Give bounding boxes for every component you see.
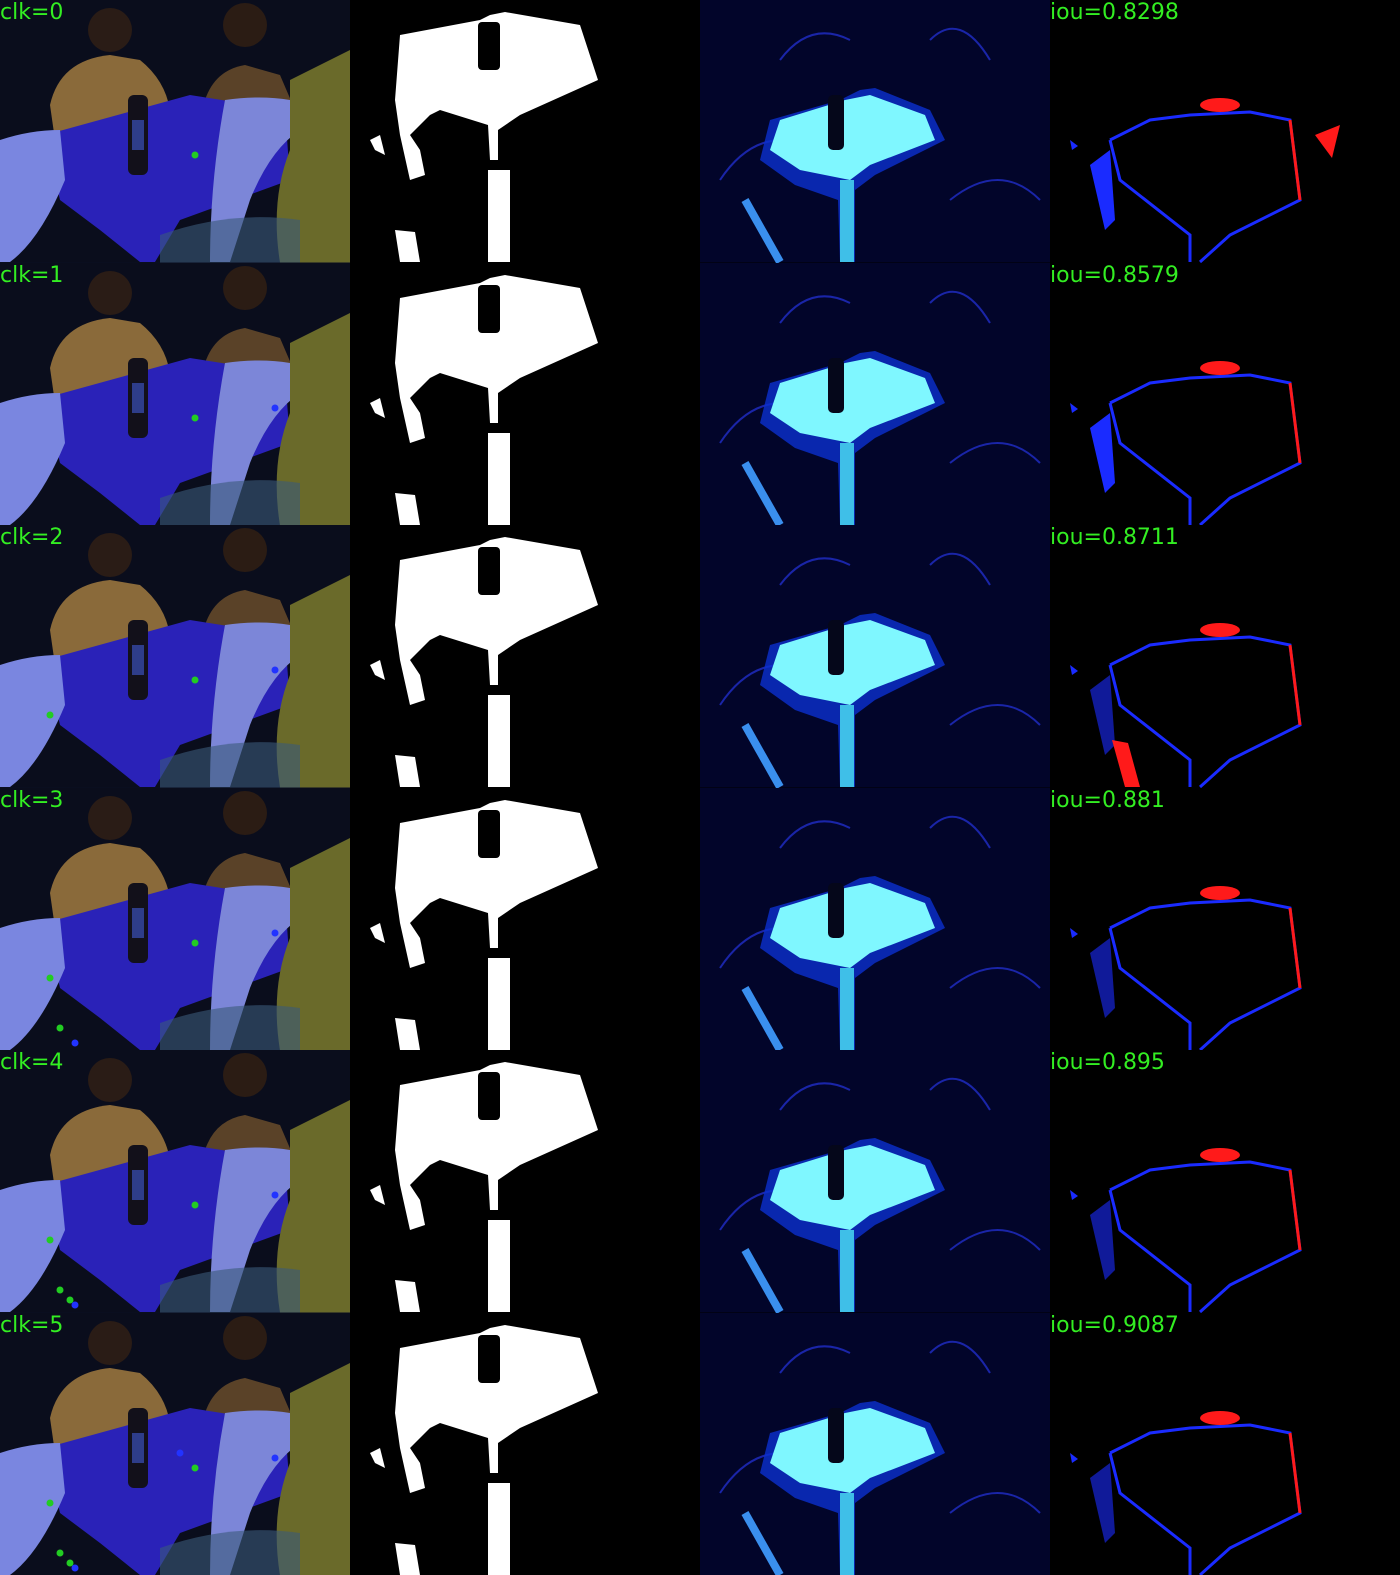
- predicted-mask: [370, 799, 598, 1050]
- predicted-mask: [370, 274, 598, 525]
- click-count-label: clk=4: [0, 1050, 64, 1075]
- input-image-panel: clk=2: [0, 525, 350, 788]
- predicted-mask-panel: [350, 0, 700, 263]
- error-map: [1070, 360, 1302, 525]
- positive-click-point: [191, 414, 199, 421]
- positive-click-point: [191, 1201, 199, 1209]
- predicted-mask-panel: [350, 525, 700, 788]
- iou-label: iou=0.881: [1050, 787, 1165, 813]
- error-map: [1070, 885, 1302, 1050]
- input-image-panel: clk=1: [0, 262, 350, 525]
- positive-click-point: [66, 1559, 74, 1566]
- positive-click-point: [46, 1236, 54, 1244]
- input-image-panel: clk=5: [0, 1312, 350, 1575]
- positive-click-point: [46, 1499, 54, 1506]
- predicted-mask-panel: [350, 1050, 700, 1313]
- result-row: clk=0 iou=0.8298: [0, 0, 1400, 263]
- result-row: clk=1 iou=0.8579: [0, 262, 1400, 525]
- negative-click-point: [176, 1449, 184, 1456]
- negative-click-point: [271, 929, 279, 936]
- predicted-mask: [370, 537, 598, 787]
- positive-click-point: [46, 711, 54, 719]
- predicted-mask: [370, 1324, 598, 1575]
- click-count-label: clk=1: [0, 262, 64, 288]
- error-map-panel: iou=0.9087: [1050, 1312, 1400, 1575]
- result-row: clk=4 iou=0.895: [0, 1050, 1400, 1313]
- positive-click-point: [191, 676, 199, 684]
- scene-image: [0, 0, 350, 263]
- probability-map-panel: [700, 262, 1050, 525]
- positive-click-point: [191, 939, 199, 946]
- positive-click-point: [56, 1549, 64, 1556]
- error-map-panel: iou=0.8711: [1050, 525, 1400, 788]
- iou-label: iou=0.895: [1050, 1050, 1165, 1075]
- error-map: [1070, 98, 1340, 263]
- probability-map: [700, 1312, 1050, 1575]
- result-row: clk=2 iou=0.8711: [0, 525, 1400, 788]
- error-map: [1070, 623, 1302, 788]
- predicted-mask-panel: [350, 262, 700, 525]
- error-map: [1070, 1410, 1302, 1575]
- probability-map: [700, 525, 1050, 788]
- probability-map-panel: [700, 1050, 1050, 1313]
- predicted-mask: [370, 12, 598, 262]
- click-count-label: clk=2: [0, 525, 64, 550]
- click-count-label: clk=0: [0, 0, 64, 25]
- input-image-panel: clk=4: [0, 1050, 350, 1313]
- negative-click-point: [271, 666, 279, 674]
- probability-map: [700, 262, 1050, 525]
- positive-click-point: [56, 1286, 64, 1294]
- predicted-mask: [370, 1062, 598, 1312]
- negative-click-point: [271, 404, 279, 411]
- probability-map: [700, 787, 1050, 1050]
- negative-click-point: [71, 1564, 79, 1571]
- error-map-panel: iou=0.881: [1050, 787, 1400, 1050]
- negative-click-point: [271, 1191, 279, 1199]
- iou-label: iou=0.8579: [1050, 262, 1179, 288]
- negative-click-point: [271, 1454, 279, 1461]
- negative-click-point: [71, 1039, 79, 1046]
- positive-click-point: [56, 1024, 64, 1031]
- probability-map-panel: [700, 787, 1050, 1050]
- predicted-mask-panel: [350, 1312, 700, 1575]
- error-map-panel: iou=0.8579: [1050, 262, 1400, 525]
- result-row: clk=5 iou=0.9087: [0, 1312, 1400, 1575]
- iou-label: iou=0.9087: [1050, 1312, 1179, 1338]
- scene-image: [0, 1312, 350, 1575]
- result-row: clk=3 iou=0.881: [0, 787, 1400, 1050]
- error-map-panel: iou=0.8298: [1050, 0, 1400, 263]
- predicted-mask-panel: [350, 787, 700, 1050]
- scene-image: [0, 1050, 350, 1313]
- error-map: [1070, 1148, 1302, 1313]
- positive-click-point: [191, 1464, 199, 1471]
- positive-click-point: [66, 1296, 74, 1304]
- probability-map: [700, 0, 1050, 263]
- probability-map-panel: [700, 1312, 1050, 1575]
- probability-map: [700, 1050, 1050, 1313]
- probability-map-panel: [700, 0, 1050, 263]
- error-map-panel: iou=0.895: [1050, 1050, 1400, 1313]
- click-count-label: clk=3: [0, 787, 64, 813]
- click-count-label: clk=5: [0, 1312, 64, 1338]
- positive-click-point: [46, 974, 54, 981]
- probability-map-panel: [700, 525, 1050, 788]
- scene-image: [0, 525, 350, 788]
- positive-click-point: [191, 151, 199, 159]
- iou-label: iou=0.8298: [1050, 0, 1179, 25]
- iou-label: iou=0.8711: [1050, 525, 1179, 550]
- negative-click-point: [71, 1301, 79, 1309]
- input-image-panel: clk=3: [0, 787, 350, 1050]
- scene-image: [0, 262, 350, 525]
- input-image-panel: clk=0: [0, 0, 350, 263]
- scene-image: [0, 787, 350, 1050]
